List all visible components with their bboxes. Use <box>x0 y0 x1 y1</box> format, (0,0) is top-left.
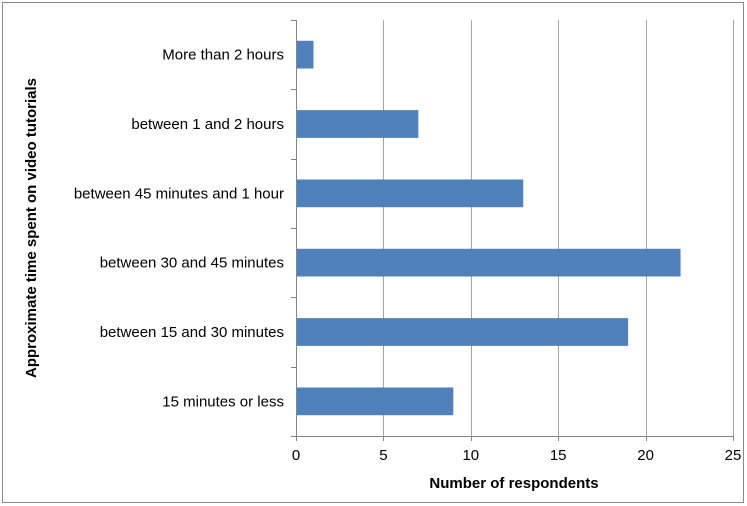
x-tick-label-10: 10 <box>462 447 479 464</box>
x-tick-label-20: 20 <box>637 447 654 464</box>
category-label-4: between 1 and 2 hours <box>131 116 284 133</box>
x-tick-label-0: 0 <box>292 447 300 464</box>
bar-3 <box>297 179 524 208</box>
axis-layer <box>291 20 734 441</box>
x-tick-label-25: 25 <box>725 447 742 464</box>
x-tick-label-5: 5 <box>379 447 387 464</box>
category-label-2: between 30 and 45 minutes <box>100 255 284 272</box>
bar-0 <box>297 387 454 416</box>
category-label-3: between 45 minutes and 1 hour <box>74 185 284 202</box>
grid-layer <box>383 20 734 436</box>
x-axis-title: Number of respondents <box>429 475 598 492</box>
bar-5 <box>297 40 314 69</box>
category-label-1: between 15 and 30 minutes <box>100 324 284 341</box>
label-layer: 0 5 10 15 20 25 15 minutes or less between 15 a… <box>74 47 742 464</box>
x-tick-label-15: 15 <box>550 447 567 464</box>
bar-1 <box>297 318 629 346</box>
bar-2 <box>297 248 681 277</box>
bar-4 <box>297 110 419 138</box>
category-label-5: More than 2 hours <box>162 47 284 64</box>
y-axis-title: Approximate time spent on video tutorial… <box>23 78 40 378</box>
category-label-0: 15 minutes or less <box>162 393 284 410</box>
bar-layer <box>297 40 681 416</box>
